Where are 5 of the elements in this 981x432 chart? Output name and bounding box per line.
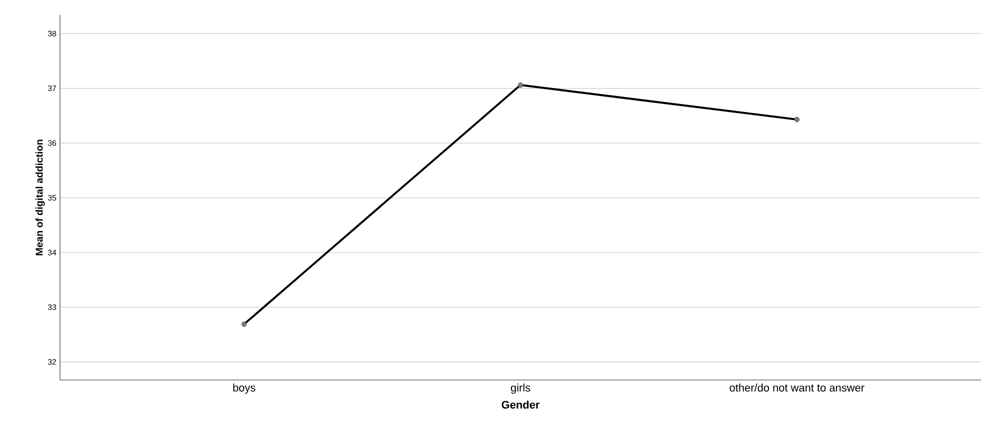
x-tick-label: boys (233, 384, 256, 394)
x-tick-label: girls (510, 384, 530, 394)
x-axis-title: Gender (502, 400, 540, 409)
x-tick-label: other/do not want to answer (730, 384, 864, 392)
y-axis-title: Mean of digital addiction (35, 140, 45, 256)
